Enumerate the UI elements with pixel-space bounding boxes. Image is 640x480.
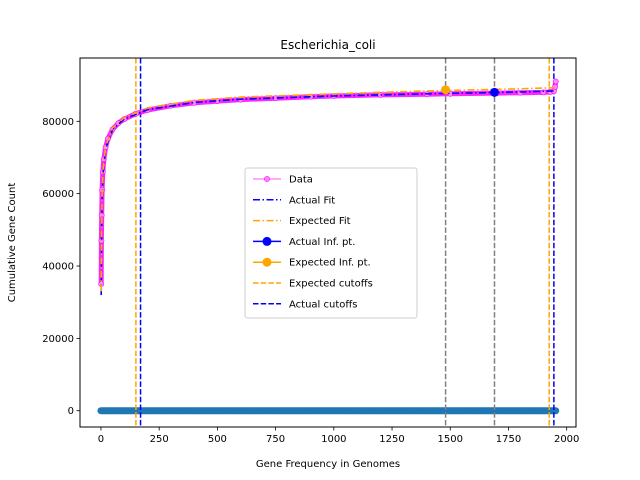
legend-label-actual-fit: Actual Fit	[289, 195, 335, 206]
plot-area	[97, 58, 560, 427]
legend-label-actual-inf-pt: Actual Inf. pt.	[289, 237, 355, 248]
actual-inf-pt-marker	[489, 87, 499, 97]
x-tick-label: 0	[98, 434, 104, 445]
x-tick-label: 1750	[496, 434, 521, 445]
y-tick-label: 0	[68, 406, 74, 417]
legend-label-expected-cutoffs: Expected cutoffs	[289, 279, 373, 290]
x-axis-title: Gene Frequency in Genomes	[256, 459, 400, 470]
expected-fit-line	[100, 86, 556, 292]
legend-label-expected-inf-pt: Expected Inf. pt.	[289, 258, 371, 269]
x-tick-label: 500	[208, 434, 227, 445]
legend-label-expected-fit: Expected Fit	[289, 216, 351, 227]
x-tick-label: 1250	[379, 434, 404, 445]
legend: Data Actual Fit Expected Fit Actual Inf. pt…	[244, 167, 418, 319]
distribution-points	[97, 407, 559, 414]
y-axis-title: Cumulative Gene Count	[7, 183, 18, 303]
legend-marker-data	[264, 176, 270, 182]
expected-inf-pt-marker	[441, 85, 451, 95]
x-axis: 0 250 500 750 1000 1250 1500 1750 2000	[98, 427, 579, 445]
y-tick-label: 60000	[42, 189, 74, 200]
data-point	[540, 89, 547, 96]
x-tick-label: 2000	[554, 434, 579, 445]
y-tick-label: 20000	[42, 334, 74, 345]
y-axis: 0 20000 40000 60000 80000	[42, 117, 80, 417]
distribution-point	[551, 407, 559, 414]
x-tick-label: 750	[266, 434, 285, 445]
x-tick-label: 1500	[438, 434, 463, 445]
chart-title: Escherichia_coli	[280, 38, 375, 52]
x-tick-label: 250	[150, 434, 169, 445]
legend-box	[244, 167, 418, 319]
actual-fit-line	[100, 90, 556, 296]
y-tick-label: 80000	[42, 117, 74, 128]
legend-label-data: Data	[289, 175, 313, 186]
x-tick-label: 1000	[321, 434, 346, 445]
data-point	[552, 78, 559, 85]
data-point	[552, 84, 558, 90]
legend-label-actual-cutoffs: Actual cutoffs	[289, 299, 357, 310]
y-tick-label: 40000	[42, 262, 74, 273]
plot-frame	[79, 57, 577, 428]
legend-marker-actual-inf-pt	[262, 236, 272, 246]
legend-marker-expected-inf-pt	[262, 257, 272, 267]
